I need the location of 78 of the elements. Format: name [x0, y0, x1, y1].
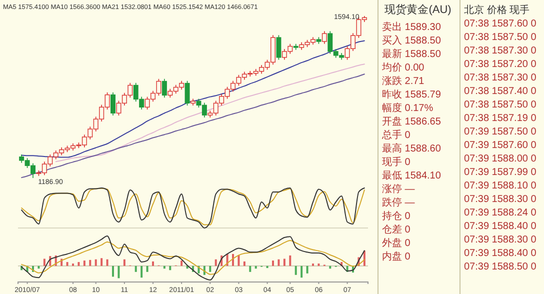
bar — [243, 261, 246, 266]
text: 07:39 1588.00 0 — [464, 154, 537, 164]
text: 现货黄金(AU) — [384, 3, 452, 16]
text: 持仓 0 — [382, 210, 411, 222]
text: 最高 1588.60 — [382, 142, 442, 154]
text: 07:38 1587.20 0 — [464, 59, 537, 70]
candlestick — [322, 30, 327, 44]
bar — [106, 259, 108, 266]
bar — [38, 266, 40, 269]
text: 最新 1588.50 — [382, 48, 442, 60]
text: 仓差 0 — [382, 224, 411, 236]
text: 07:39 1587.99 0 — [464, 167, 537, 178]
text: 均价 0.00 — [381, 62, 425, 74]
text: 总手 0 — [381, 129, 411, 141]
text: 涨停 — — [382, 183, 415, 195]
text: 07:39 1587.50 0 — [464, 126, 537, 138]
bar — [266, 266, 268, 268]
bar — [94, 259, 97, 266]
bar — [89, 260, 92, 266]
bar — [238, 255, 240, 266]
bar — [83, 260, 86, 266]
bar — [272, 260, 274, 266]
text: 跌停 — — [382, 196, 415, 208]
text: 最低 1584.10 — [382, 170, 442, 182]
bar — [329, 266, 332, 269]
text: 外盘 0 — [382, 237, 411, 249]
text: 卖出 1589.30 — [382, 21, 442, 33]
bar — [254, 266, 257, 269]
text: 07:38 1587.50 0 — [464, 100, 537, 110]
bar — [66, 262, 68, 266]
bar — [100, 258, 103, 266]
bar — [278, 259, 280, 266]
bar — [118, 266, 120, 278]
bar — [123, 259, 126, 266]
bar — [134, 266, 137, 272]
bar — [78, 262, 80, 266]
bar — [294, 266, 297, 275]
bar — [169, 266, 172, 270]
bar — [209, 266, 212, 272]
text: 07:39 1588.30 0 — [464, 194, 537, 205]
text: 07:39 1588.30 0 — [464, 234, 537, 246]
bar — [300, 266, 303, 278]
candlestick — [276, 34, 282, 60]
bar — [112, 266, 114, 277]
text: 内盘 0 — [382, 250, 411, 262]
text: 开盘 1586.65 — [382, 116, 442, 128]
text: 现手 0 — [382, 156, 411, 168]
text: 07:38 1587.50 0 — [464, 32, 537, 43]
bar — [214, 259, 217, 266]
bar — [180, 260, 183, 266]
text: 07:38 1587.60 0 — [464, 18, 537, 30]
bar — [289, 255, 292, 266]
text: 涨跌 2.71 — [382, 75, 425, 87]
bar — [283, 258, 286, 266]
candlestick — [184, 80, 190, 106]
text: 07:38 1587.30 0 — [464, 46, 537, 56]
bar — [43, 258, 46, 266]
text: 买入 1588.50 — [382, 34, 442, 46]
bar — [249, 266, 252, 272]
bar — [146, 266, 148, 272]
text: 07:39 1588.10 0 — [464, 180, 537, 192]
candlestick — [162, 78, 167, 98]
text: 07:38 1587.30 0 — [464, 72, 537, 84]
text: 07:39 1588.40 0 — [464, 248, 537, 259]
text: 昨收 1585.79 — [382, 88, 442, 100]
text: 北京 价格 现手 — [464, 4, 530, 16]
text: 07:38 1587.19 0 — [464, 113, 537, 124]
text: 07:39 1588.40 0 — [464, 221, 537, 232]
text: 幅度 0.17% — [382, 102, 434, 114]
bar — [306, 266, 308, 274]
text: 07:39 1587.60 0 — [464, 140, 537, 151]
text: 07:38 1587.40 0 — [464, 86, 537, 97]
bar — [163, 266, 166, 269]
bar — [140, 266, 143, 278]
bar — [152, 261, 154, 266]
candlestick — [110, 92, 116, 116]
text: 07:39 1588.24 0 — [464, 208, 537, 218]
text: 07:39 1588.50 0 — [464, 262, 537, 272]
